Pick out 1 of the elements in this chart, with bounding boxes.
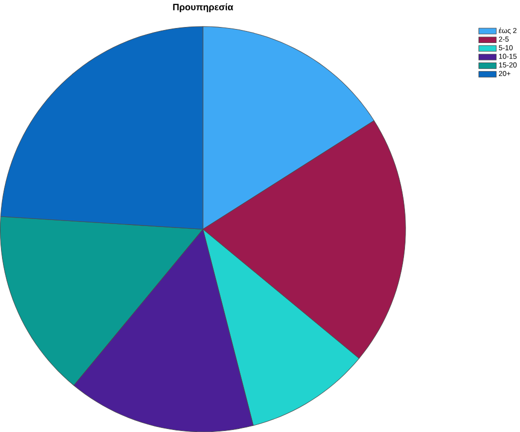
chart-title: Προυπηρεσία: [173, 3, 234, 12]
